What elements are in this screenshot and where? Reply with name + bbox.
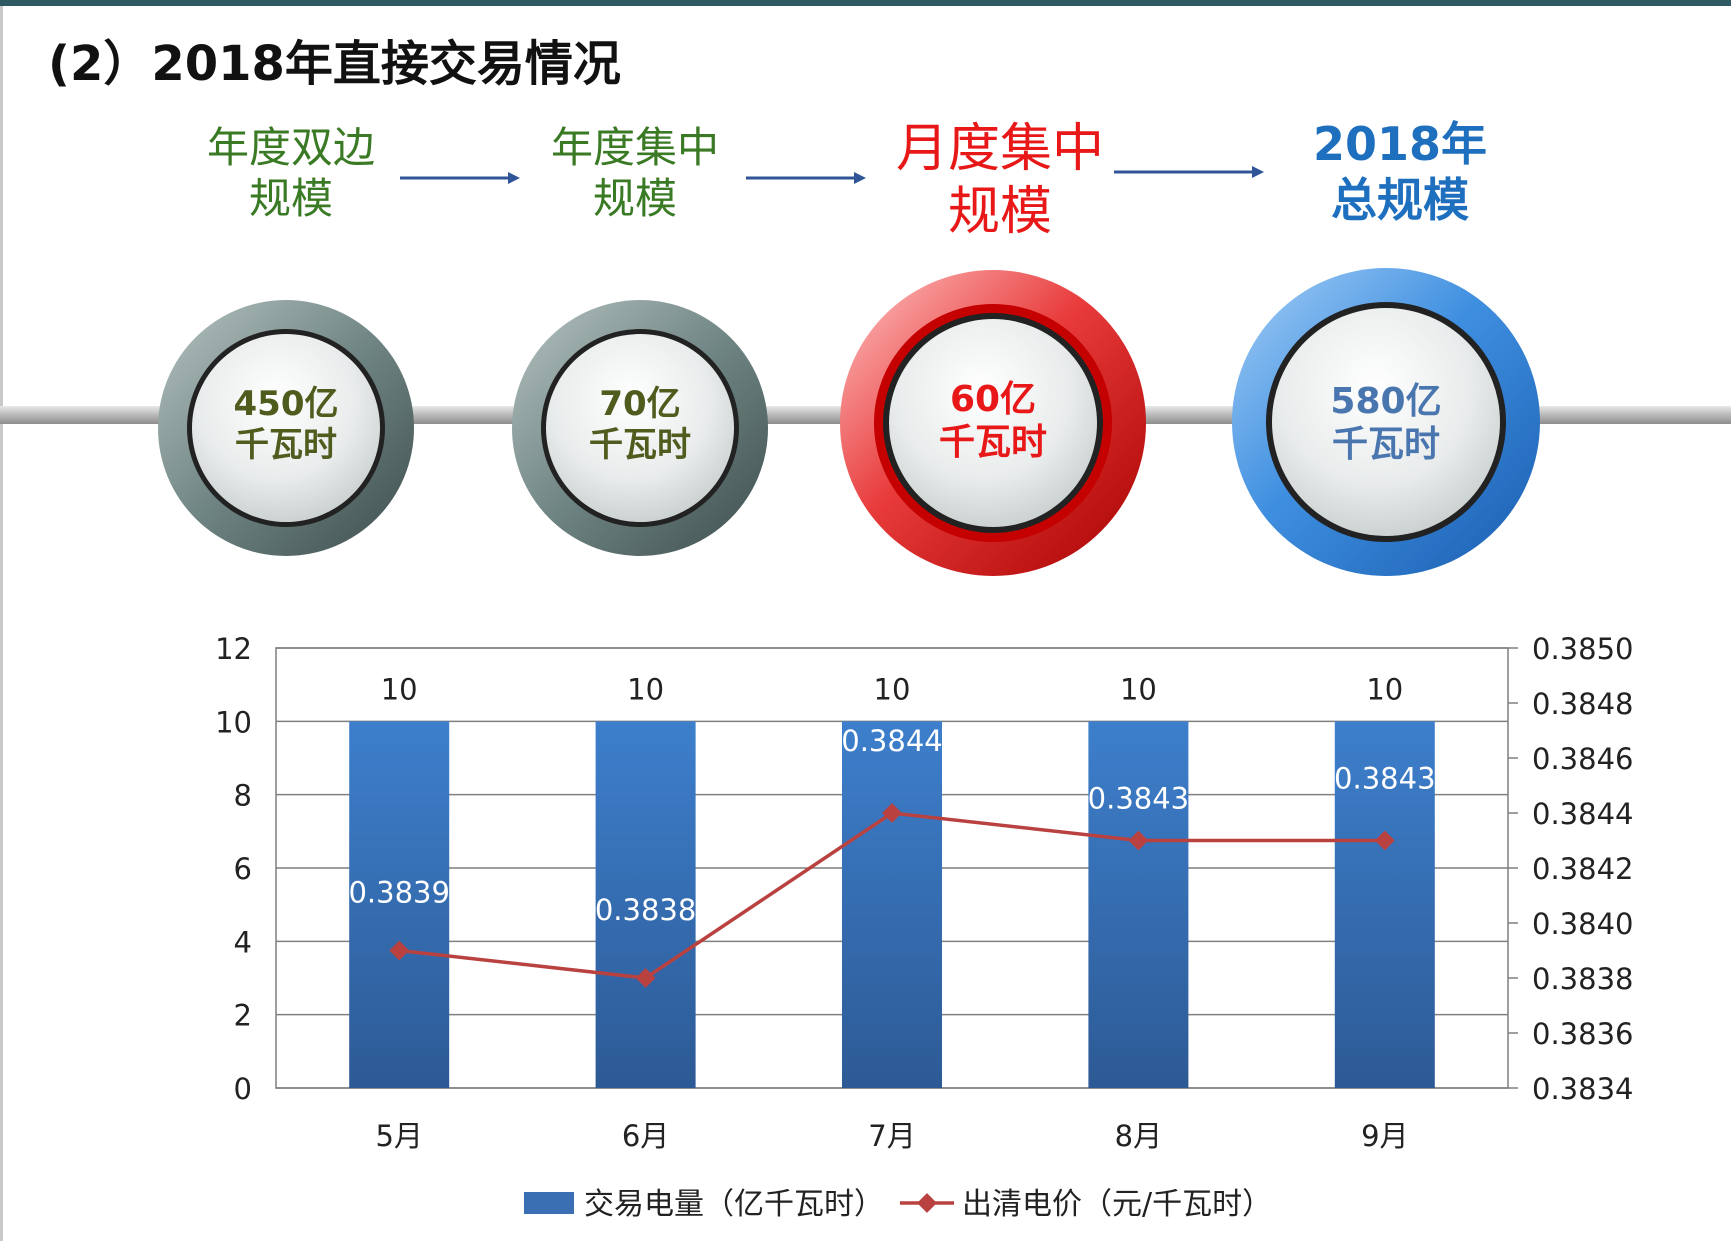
combo-chart: 0 2 4 6 8 10 12 0.3834 0.3836 0.3838 0.3840 0.3842 0…	[215, 632, 1633, 1222]
left-border-line	[0, 6, 3, 1241]
milestone-circle-blue	[1232, 268, 1540, 576]
bar-data-label: 10	[381, 672, 418, 706]
top-accent-bar	[0, 0, 1731, 6]
milestone-circle-gray	[512, 300, 768, 556]
x-tick-label: 5月	[375, 1119, 422, 1153]
line-point	[1128, 830, 1149, 851]
page-title: (2）2018年直接交易情况	[48, 36, 621, 92]
legend-line-marker	[917, 1193, 937, 1213]
bar-data-label: 10	[1120, 672, 1157, 706]
milestone-value: 60亿 千瓦时	[938, 379, 1047, 464]
step-label-annual-centralized: 年度集中 规模	[550, 123, 719, 224]
y-left-tick-label: 2	[234, 999, 252, 1033]
bar	[1088, 721, 1189, 1088]
milestone-value: 580亿 千瓦时	[1330, 381, 1442, 466]
bar	[842, 721, 942, 1088]
y-right-tick-label: 0.3834	[1532, 1072, 1633, 1106]
line-data-label: 0.3844	[841, 724, 942, 758]
y-right-tick-label: 0.3844	[1532, 797, 1633, 831]
y-right-tick-label: 0.3846	[1532, 742, 1633, 776]
y-left-tick-label: 0	[234, 1072, 252, 1106]
x-tick-label: 9月	[1361, 1119, 1408, 1153]
arrow-right-icon	[400, 172, 520, 184]
bar	[1334, 721, 1435, 1088]
y-left-tick-label: 6	[234, 852, 252, 886]
y-right-tick-label: 0.3840	[1532, 907, 1633, 941]
x-tick-label: 7月	[868, 1119, 915, 1153]
milestone-circle-gray	[158, 300, 414, 556]
x-tick-label: 6月	[622, 1119, 669, 1153]
legend-bar-label: 交易电量（亿千瓦时）	[584, 1187, 884, 1222]
bar-data-label: 10	[874, 672, 911, 706]
line-point	[1374, 830, 1395, 851]
y-right-tick-label: 0.3838	[1532, 962, 1633, 996]
milestone-value: 70亿 千瓦时	[589, 384, 691, 465]
step-label-annual-bilateral: 年度双边 规模	[206, 123, 375, 224]
bar-data-label: 10	[627, 672, 664, 706]
legend-bar-swatch	[524, 1192, 574, 1214]
arrow-right-icon	[746, 172, 866, 184]
line-data-label: 0.3839	[348, 876, 449, 910]
step-label-monthly-centralized: 月度集中 规模	[895, 119, 1104, 243]
y-right-tick-label: 0.3850	[1532, 632, 1633, 666]
bar-data-label: 10	[1366, 672, 1403, 706]
y-left-tick-label: 8	[234, 779, 252, 813]
legend-line-label: 出清电价（元/千瓦时）	[962, 1187, 1272, 1222]
bar	[349, 721, 450, 1088]
step-label-total-2018: 2018年 总规模	[1312, 117, 1488, 228]
x-tick-label: 8月	[1115, 1119, 1162, 1153]
y-left-tick-label: 12	[215, 632, 252, 666]
y-left-tick-label: 10	[215, 705, 252, 739]
milestone-circle-red	[840, 270, 1146, 576]
line-data-label: 0.3843	[1334, 762, 1435, 796]
milestone-value: 450亿 千瓦时	[233, 384, 339, 465]
y-left-tick-label: 4	[234, 925, 252, 959]
y-right-tick-label: 0.3848	[1532, 687, 1633, 721]
bar	[595, 721, 696, 1088]
line-point	[389, 940, 410, 961]
y-right-tick-label: 0.3842	[1532, 852, 1633, 886]
y-right-tick-label: 0.3836	[1532, 1017, 1633, 1051]
line-data-label: 0.3843	[1088, 782, 1189, 816]
arrow-right-icon	[1114, 166, 1264, 178]
line-data-label: 0.3838	[595, 893, 696, 927]
